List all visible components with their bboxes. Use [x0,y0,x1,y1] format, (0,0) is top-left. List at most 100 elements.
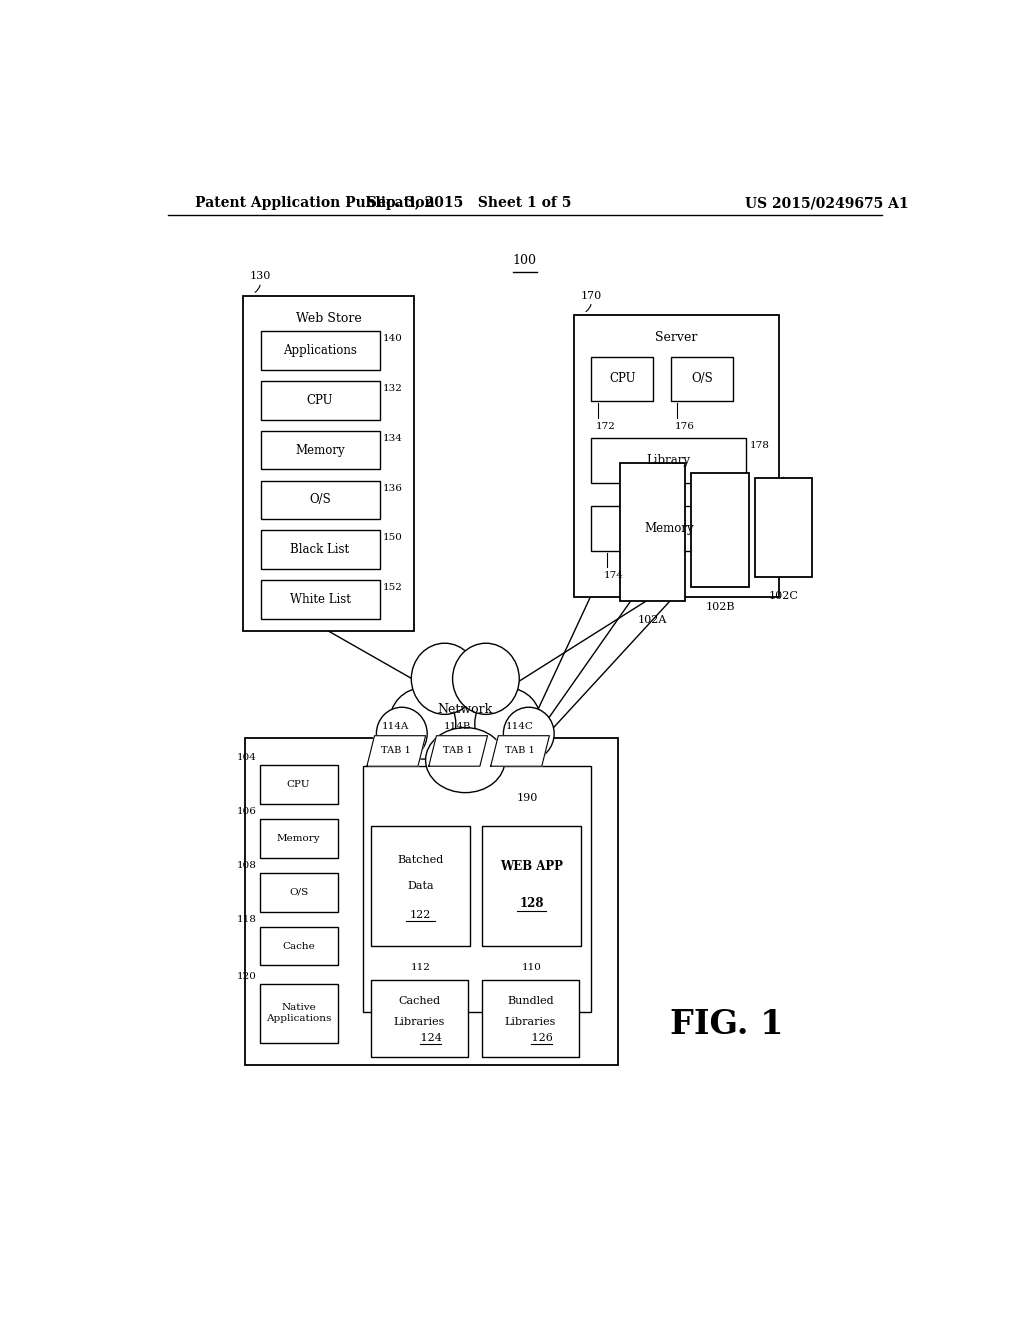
Bar [371,979,468,1057]
Bar [671,356,733,401]
Text: O/S: O/S [289,888,308,896]
Bar [574,315,779,598]
Text: Sep. 3, 2015   Sheet 1 of 5: Sep. 3, 2015 Sheet 1 of 5 [367,197,571,210]
Text: 118: 118 [237,915,257,924]
Text: 128: 128 [519,898,544,909]
Ellipse shape [504,708,554,760]
Text: TAB 1: TAB 1 [381,747,411,755]
Text: Library: Library [647,454,691,467]
Text: 104: 104 [237,754,257,762]
Text: US 2015/0249675 A1: US 2015/0249675 A1 [744,197,908,210]
Text: White List: White List [290,593,350,606]
Bar [246,738,618,1065]
Text: 190: 190 [517,792,539,803]
Text: 114B: 114B [443,722,471,731]
Text: Cached: Cached [398,997,440,1006]
Polygon shape [429,735,487,766]
Bar [482,979,579,1057]
Bar [620,463,685,601]
Text: CPU: CPU [287,780,310,789]
Bar [592,506,746,550]
Bar [260,818,338,858]
Text: 134: 134 [383,434,402,442]
Text: 100: 100 [513,255,537,267]
Text: Libraries: Libraries [393,1018,445,1027]
Text: 102C: 102C [769,591,799,602]
Text: CPU: CPU [609,372,636,385]
Text: TAB 1: TAB 1 [443,747,473,755]
Text: 178: 178 [751,441,770,450]
Text: 152: 152 [383,583,402,593]
Ellipse shape [475,688,542,759]
Bar [260,983,338,1043]
Text: Applications: Applications [283,345,357,356]
Text: Network: Network [437,702,493,715]
Bar [260,766,338,804]
Text: Server: Server [655,331,697,345]
Polygon shape [490,735,550,766]
Text: O/S: O/S [309,494,331,507]
Ellipse shape [377,708,427,760]
Text: Cache: Cache [283,941,315,950]
Bar [592,438,746,483]
Text: WEB APP: WEB APP [500,861,563,874]
Text: FIG. 1: FIG. 1 [671,1008,784,1041]
Text: 176: 176 [675,421,694,430]
Text: Bundled: Bundled [507,997,554,1006]
Ellipse shape [426,727,505,792]
Text: Patent Application Publication: Patent Application Publication [196,197,435,210]
Text: TAB 1: TAB 1 [505,747,535,755]
Bar [260,873,338,912]
Bar [755,478,812,577]
Ellipse shape [389,688,456,759]
Text: 170: 170 [581,290,602,301]
Bar [260,430,380,470]
Text: 174: 174 [603,572,624,579]
Text: 136: 136 [383,483,402,492]
Text: Web Store: Web Store [296,312,361,325]
Text: 172: 172 [595,421,615,430]
Text: 150: 150 [383,533,402,543]
Ellipse shape [418,653,513,755]
Polygon shape [367,735,426,766]
Text: Memory: Memory [644,521,693,535]
Text: 108: 108 [237,861,257,870]
Bar [362,766,592,1012]
Bar [260,581,380,619]
Text: 110: 110 [521,964,542,973]
Text: 124: 124 [417,1034,442,1043]
Ellipse shape [412,643,478,714]
Bar [260,381,380,420]
Text: Black List: Black List [291,544,349,556]
Text: CPU: CPU [307,393,333,407]
Text: 102B: 102B [706,602,735,611]
Text: 114C: 114C [506,722,534,731]
Text: 106: 106 [237,807,257,816]
Bar [243,296,414,631]
Text: 130: 130 [250,272,270,281]
Ellipse shape [453,643,519,714]
Bar [371,826,470,946]
Text: 114A: 114A [382,722,409,731]
Bar [260,927,338,965]
Bar [260,331,380,370]
Text: 120: 120 [237,972,257,981]
Text: Native
Applications: Native Applications [266,1003,332,1023]
Bar [260,531,380,569]
Text: Data: Data [408,882,434,891]
Bar [482,826,582,946]
Text: Memory: Memory [295,444,345,457]
Text: 140: 140 [383,334,402,343]
Text: 102A: 102A [638,615,668,624]
Text: 122: 122 [410,909,431,920]
Text: 132: 132 [383,384,402,393]
Text: 126: 126 [528,1034,553,1043]
Text: Libraries: Libraries [505,1018,556,1027]
Text: 112: 112 [411,964,430,973]
Bar [691,474,749,587]
Text: O/S: O/S [691,372,713,385]
Text: Batched: Batched [397,855,443,865]
Text: Memory: Memory [276,834,321,843]
Bar [592,356,653,401]
Bar [260,480,380,519]
